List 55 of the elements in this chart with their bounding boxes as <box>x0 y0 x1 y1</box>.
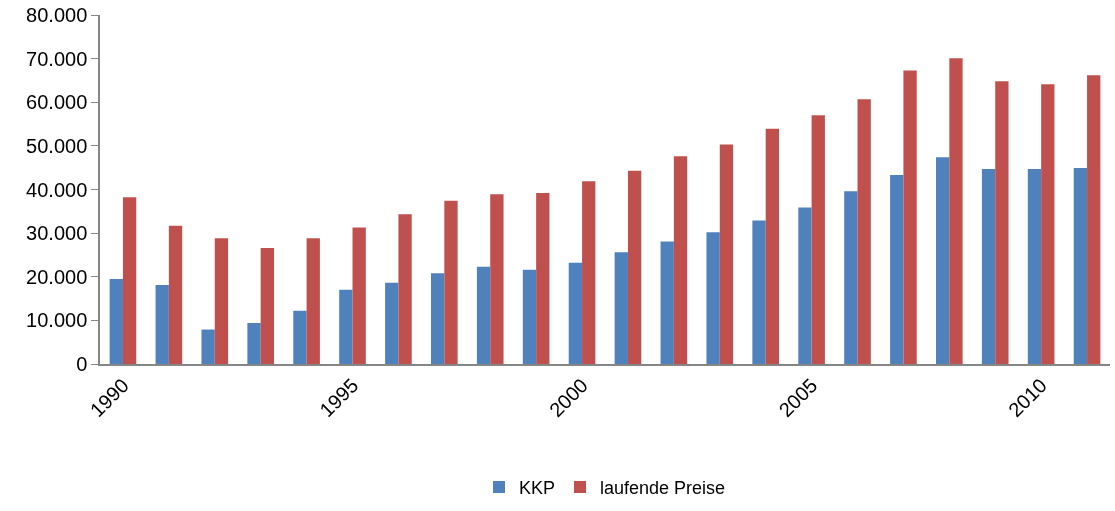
bar <box>1073 168 1088 364</box>
y-tick-label: 30.000 <box>26 222 88 245</box>
bar <box>306 238 320 364</box>
y-tick-label: 10.000 <box>26 309 88 332</box>
bar <box>431 273 445 364</box>
bar <box>995 81 1009 364</box>
bar <box>293 310 307 364</box>
bar <box>260 247 274 364</box>
y-tick-label: 60.000 <box>26 91 88 114</box>
bar <box>122 197 137 364</box>
bar <box>614 252 628 364</box>
bar <box>627 170 642 364</box>
bar <box>398 214 412 364</box>
legend-label: KKP <box>519 477 556 498</box>
bar <box>811 115 825 364</box>
bar <box>660 241 674 364</box>
bar <box>719 144 734 364</box>
bar <box>890 175 904 364</box>
y-tick-label: 40.000 <box>26 178 88 201</box>
y-tick-label: 80.000 <box>26 4 88 26</box>
bar <box>673 156 688 364</box>
bar <box>155 285 169 364</box>
bar <box>798 207 812 364</box>
bar <box>385 282 399 364</box>
bar <box>247 322 261 364</box>
bar <box>168 225 183 364</box>
bar <box>857 99 871 364</box>
bar <box>752 220 766 364</box>
bar <box>214 238 229 364</box>
bar <box>568 262 583 364</box>
y-tick-label: 70.000 <box>26 47 88 70</box>
y-tick-label: 0 <box>76 353 88 375</box>
bar <box>536 192 550 364</box>
bar <box>201 329 215 364</box>
bar <box>352 227 366 364</box>
bar <box>339 289 353 364</box>
bar <box>765 128 779 364</box>
y-tick-label: 50.000 <box>26 134 88 157</box>
y-tick-label: 20.000 <box>26 265 88 288</box>
legend-label: laufende Preise <box>600 477 726 498</box>
bar <box>949 58 963 364</box>
bar <box>981 169 996 364</box>
bar <box>706 232 720 364</box>
bar <box>903 70 917 364</box>
bar <box>1041 84 1055 364</box>
bar <box>844 191 858 364</box>
bar <box>1027 169 1042 364</box>
bar <box>522 269 537 364</box>
bar <box>1087 75 1101 364</box>
bar <box>444 200 458 364</box>
bar <box>476 266 491 364</box>
bar <box>109 278 123 364</box>
bar <box>936 157 950 364</box>
bar <box>582 181 596 364</box>
bar <box>490 194 504 364</box>
